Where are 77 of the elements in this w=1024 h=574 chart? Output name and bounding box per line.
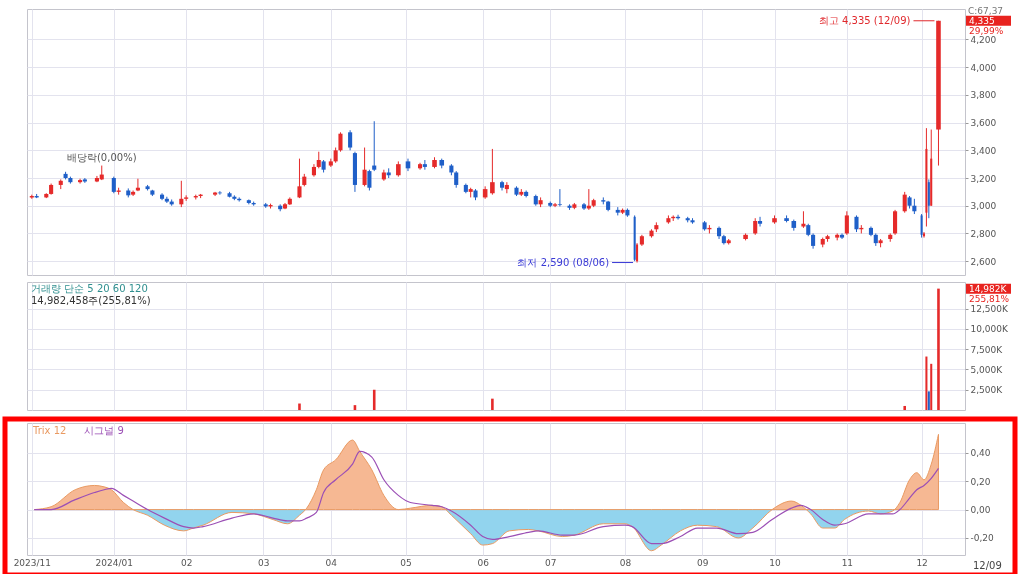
candlestick (164, 196, 169, 204)
y-tick-label: 0,40 (970, 448, 991, 459)
x-tick-label: 07 (545, 557, 557, 568)
text: 시그널 9 (84, 425, 124, 436)
candlestick (367, 169, 372, 191)
y-tick-label: 5,000K (970, 364, 1004, 375)
y-tick-label: 7,500K (970, 344, 1004, 355)
y-tick-label: 3,200 (970, 173, 997, 184)
bar (930, 363, 933, 410)
annotation: 배당락(0,00%) (66, 151, 137, 163)
candlestick (636, 242, 639, 264)
candlestick (504, 181, 509, 194)
candlestick (757, 216, 763, 228)
candlestick (927, 178, 930, 219)
x-tick-label: 04 (325, 557, 338, 568)
candlestick (372, 120, 377, 172)
y-tick-label: 3,000 (970, 201, 997, 212)
text: C:67,37 (968, 6, 1004, 16)
y-tick-label: 3,600 (970, 118, 997, 129)
x-tick-label: 12 (916, 557, 928, 568)
x-tick-label: 03 (258, 557, 270, 568)
line-series (33, 450, 940, 545)
candlestick (362, 147, 367, 187)
candlestick (902, 191, 907, 214)
candlestick (586, 188, 591, 211)
candlestick (131, 189, 136, 197)
candlestick (338, 131, 343, 153)
text: 12/09 (973, 560, 1002, 571)
candlestick (184, 194, 189, 202)
candlestick (920, 213, 923, 239)
y-tick-label: -0,20 (970, 533, 995, 544)
bar (903, 405, 907, 410)
x-tick-label: 10 (769, 557, 782, 568)
candlestick (557, 188, 562, 207)
annotation: 최고 4,335 (12/09) (818, 14, 911, 26)
candlestick (922, 231, 926, 239)
x-tick-label: 06 (477, 557, 490, 568)
text: 4,335 (969, 15, 995, 26)
y-tick-label: 2,500K (970, 385, 1004, 396)
x-tick-label: 05 (400, 557, 412, 568)
text: 14,982K (969, 283, 1008, 294)
text: 29,99% (969, 25, 1004, 36)
x-tick-label: 09 (696, 557, 709, 568)
y-tick-label: 0,00 (970, 505, 991, 516)
y-tick-label: 4,200 (970, 34, 997, 45)
candlestick (839, 232, 845, 240)
bar (927, 391, 930, 410)
candlestick (490, 148, 495, 196)
x-tick-label: 08 (619, 557, 632, 568)
y-tick-label: 2,800 (970, 228, 997, 239)
bar (925, 356, 928, 410)
x-tick-label: 2023/11 (13, 557, 52, 568)
candlestick (844, 210, 849, 236)
text: 255,81% (969, 293, 1010, 304)
bar (298, 403, 301, 410)
y-tick-label: 12,500K (970, 304, 1009, 315)
annotation: 거래량 단순 5 20 60 120 (31, 283, 148, 294)
candlestick (553, 202, 558, 208)
bar (372, 389, 376, 410)
candlestick (893, 209, 898, 236)
y-tick-label: 10,000K (970, 324, 1009, 335)
x-tick-label: 11 (841, 557, 854, 568)
y-tick-label: 2,600 (970, 256, 997, 267)
y-tick-label: 3,400 (970, 145, 997, 156)
annotation: 14,982,458주(255,81%) (31, 295, 151, 306)
candlestick (348, 129, 353, 151)
annotation: 최저 2,590 (08/06) (517, 256, 610, 268)
text: Trix 12 (32, 425, 67, 436)
candlestick (297, 158, 302, 199)
candlestick (422, 159, 427, 171)
y-tick-label: 4,000 (970, 62, 997, 73)
x-tick-label: 02 (180, 557, 193, 568)
bar (937, 288, 940, 410)
y-tick-label: 0,20 (970, 476, 991, 487)
bar (491, 398, 494, 410)
y-tick-label: 3,800 (970, 90, 997, 101)
x-tick-label: 2024/01 (95, 557, 133, 568)
